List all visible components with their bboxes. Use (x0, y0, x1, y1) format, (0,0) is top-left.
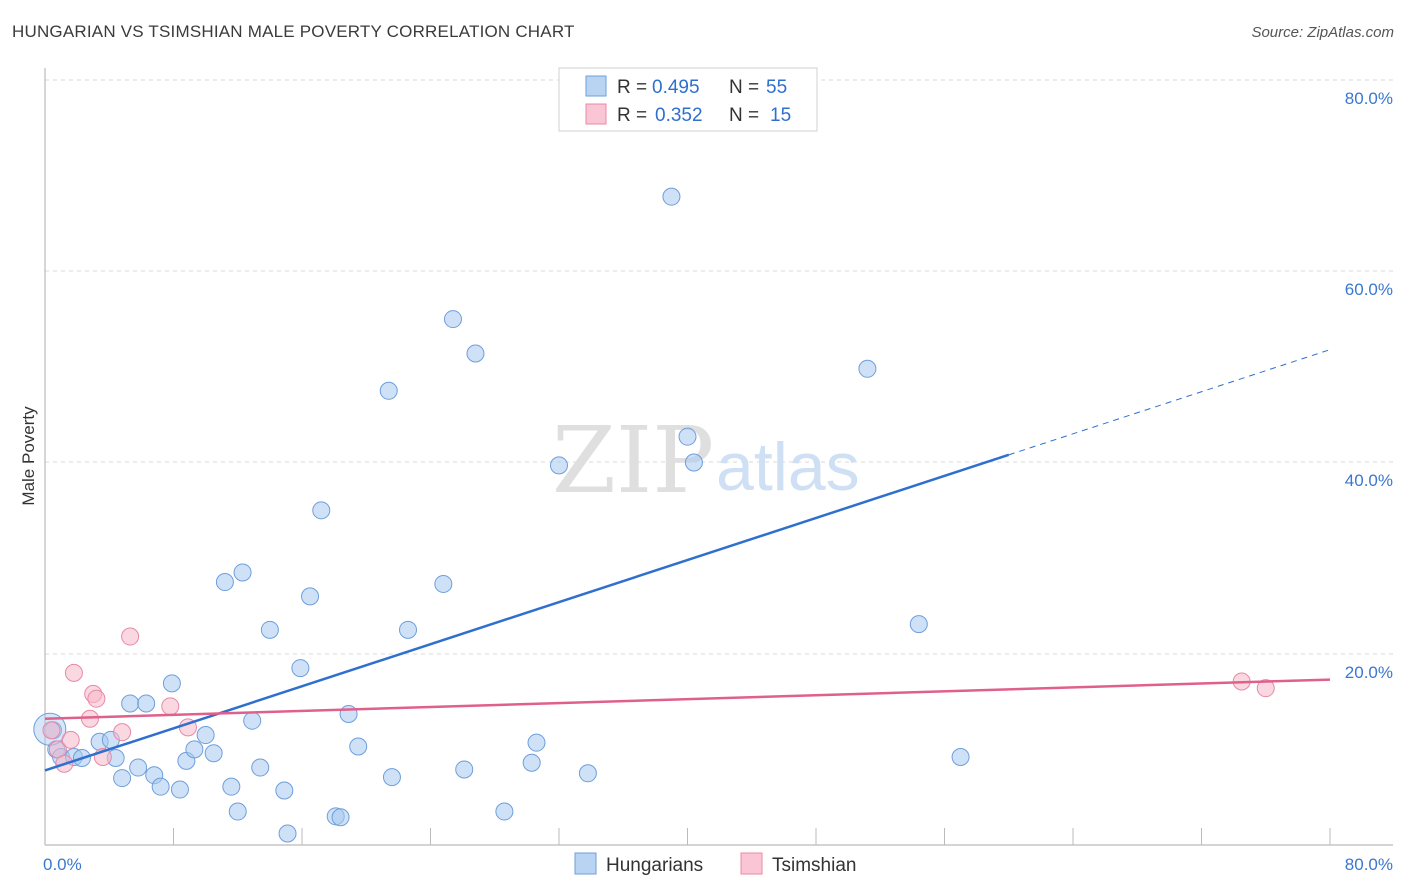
data-point-hungarians (455, 760, 474, 779)
data-point-hungarians (349, 737, 368, 756)
data-point-hungarians (129, 758, 148, 777)
data-point-hungarians (495, 802, 514, 821)
data-point-hungarians (331, 808, 350, 827)
legend-bottom-label-hungarians: Hungarians (606, 855, 703, 876)
legend-r-value: 0.495 (652, 77, 700, 98)
data-point-hungarians (275, 781, 294, 800)
trend-line-hungarians (44, 453, 1010, 772)
x-tick-label-max: 80.0% (1345, 855, 1393, 874)
data-point-tsimshian (161, 697, 180, 716)
data-point-hungarians (137, 694, 156, 713)
data-point-hungarians (550, 456, 568, 475)
y-tick-label: 20.0% (1345, 663, 1393, 682)
watermark-atlas: atlas (716, 429, 860, 505)
data-point-hungarians (222, 777, 241, 796)
legend-stats: R = 0.495 N = 55 R = 0.352 N = 15 (558, 67, 818, 132)
data-point-hungarians (251, 758, 270, 777)
data-point-hungarians (170, 780, 189, 799)
source-label: Source: ZipAtlas.com (1251, 24, 1394, 41)
data-point-tsimshian (61, 730, 80, 749)
data-point-hungarians (278, 824, 297, 843)
series-hungarians-points (33, 187, 970, 843)
data-point-hungarians (382, 768, 401, 787)
trend-line-extension-hungarians (1008, 349, 1331, 456)
data-point-tsimshian (113, 723, 132, 742)
data-point-hungarians (678, 427, 697, 446)
legend-n-value: 55 (766, 77, 787, 98)
data-point-hungarians (291, 659, 310, 678)
legend-n-label: N = (729, 77, 759, 98)
legend-swatch-hungarians (585, 75, 607, 97)
series-tsimshian-points (42, 627, 1275, 773)
data-point-tsimshian (1256, 679, 1275, 698)
legend-n-label: N = (729, 105, 759, 126)
data-point-hungarians (233, 563, 252, 582)
data-point-hungarians (228, 802, 247, 821)
legend-bottom-label-tsimshian: Tsimshian (772, 855, 856, 876)
legend-bottom-swatch-hungarians (574, 852, 597, 875)
watermark: ZIP atlas (552, 407, 860, 514)
data-point-tsimshian (64, 663, 83, 682)
data-point-hungarians (443, 310, 462, 329)
legend-r-label: R = (617, 77, 647, 98)
legend-swatch-tsimshian (585, 103, 607, 125)
data-point-hungarians (466, 344, 485, 363)
legend-bottom-swatch-tsimshian (740, 852, 763, 875)
data-point-hungarians (162, 674, 181, 693)
data-point-hungarians (243, 711, 262, 730)
x-axis-ticks (44, 828, 1331, 845)
legend-r-value: 0.352 (655, 105, 703, 126)
data-point-hungarians (312, 501, 331, 520)
data-point-tsimshian (87, 689, 106, 708)
data-point-hungarians (151, 777, 170, 796)
y-tick-label: 40.0% (1345, 471, 1393, 490)
trend-line-tsimshian (44, 678, 1331, 721)
data-point-hungarians (204, 744, 223, 763)
data-point-hungarians (527, 733, 546, 752)
data-point-hungarians (215, 573, 234, 592)
data-point-hungarians (185, 740, 204, 759)
data-point-hungarians (339, 704, 358, 723)
y-axis-label: Male Poverty (19, 406, 38, 506)
data-point-hungarians (662, 187, 681, 206)
data-point-hungarians (301, 587, 320, 606)
data-point-hungarians (196, 726, 215, 745)
data-point-hungarians (113, 769, 132, 788)
data-point-hungarians (522, 753, 541, 772)
data-point-hungarians (399, 620, 418, 639)
y-tick-label: 60.0% (1345, 280, 1393, 299)
data-point-hungarians (684, 453, 703, 472)
chart-title: HUNGARIAN VS TSIMSHIAN MALE POVERTY CORR… (12, 22, 575, 41)
data-point-hungarians (951, 748, 970, 767)
data-point-tsimshian (121, 627, 140, 646)
data-point-hungarians (578, 764, 597, 783)
legend-series: Hungarians Tsimshian (574, 852, 856, 876)
x-tick-label-min: 0.0% (43, 855, 82, 874)
data-point-hungarians (858, 359, 877, 378)
legend-r-label: R = (617, 105, 647, 126)
y-tick-label: 80.0% (1345, 89, 1393, 108)
data-point-hungarians (379, 381, 398, 400)
trend-lines (44, 349, 1331, 772)
legend-n-value: 15 (770, 105, 791, 126)
data-point-tsimshian (42, 721, 61, 740)
data-point-hungarians (121, 694, 140, 713)
data-point-hungarians (909, 615, 928, 634)
data-point-hungarians (434, 574, 453, 593)
data-point-hungarians (260, 620, 279, 639)
